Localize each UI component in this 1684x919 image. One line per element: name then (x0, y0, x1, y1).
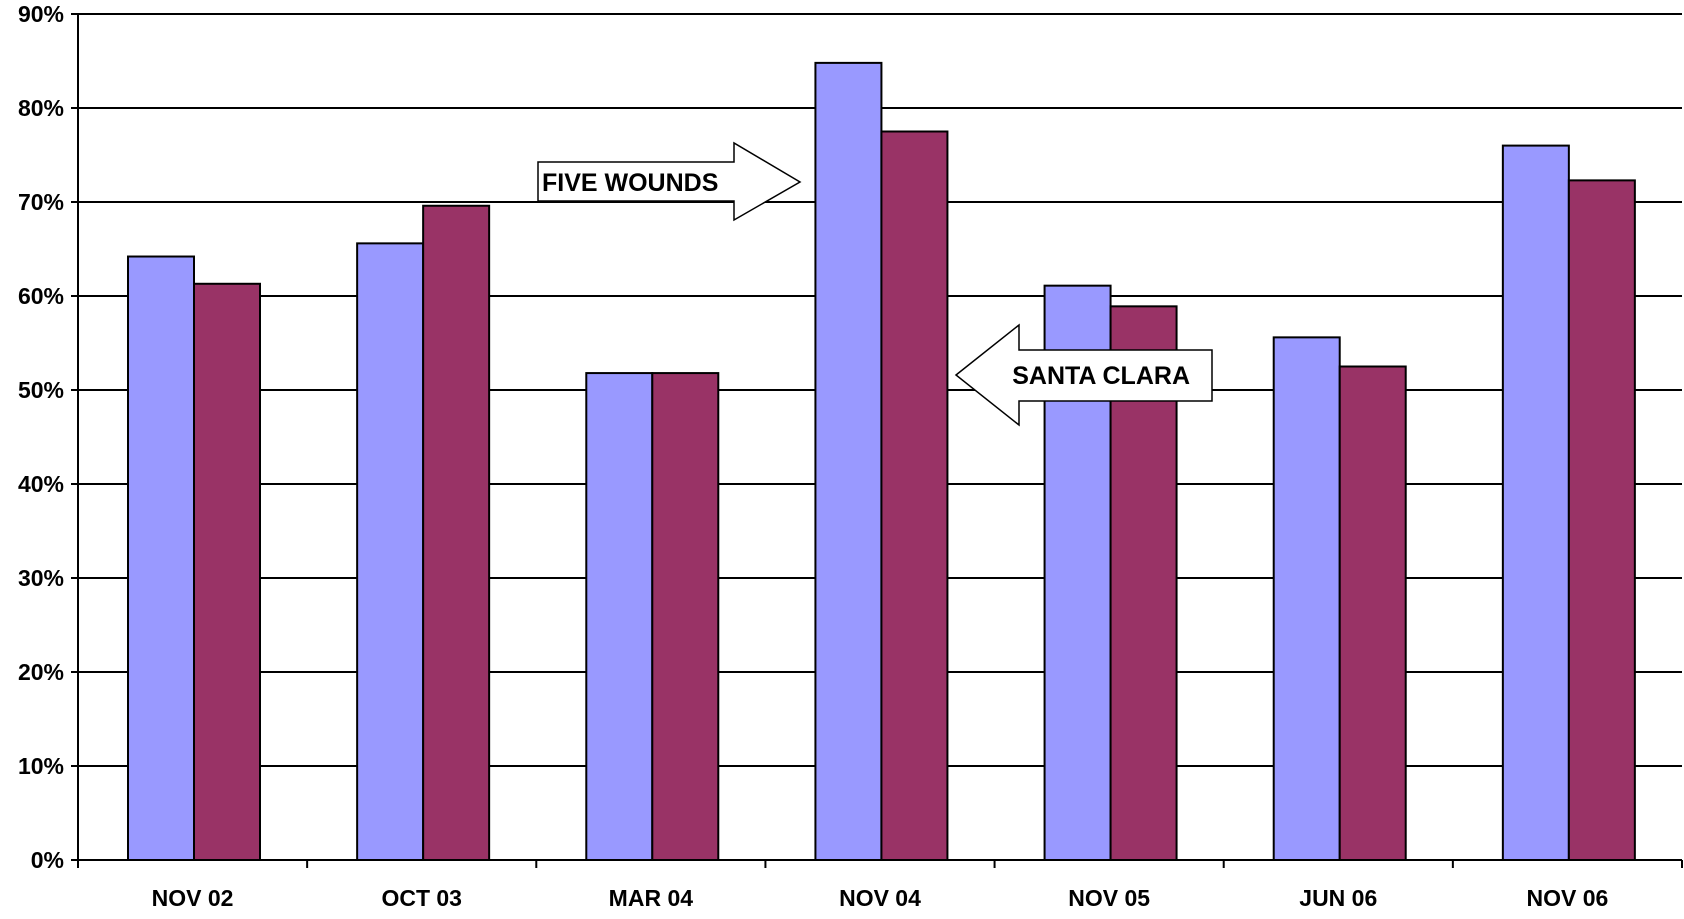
y-tick-label: 0% (31, 847, 64, 873)
x-tick-label: NOV 02 (152, 885, 234, 911)
y-tick-label: 80% (18, 95, 64, 121)
bar-series-1 (356, 242, 425, 862)
arrow-right-shape (537, 141, 802, 222)
y-tick-label: 40% (18, 471, 64, 497)
bar-series-2 (422, 204, 491, 861)
bar-series-2 (880, 130, 949, 861)
bars (127, 61, 1636, 862)
bar-series-1 (127, 255, 195, 861)
annotation-label: SANTA CLARA (1012, 362, 1190, 390)
x-tick-label: MAR 04 (609, 885, 694, 911)
bar-series-2 (193, 282, 261, 861)
bar-series-2 (1567, 179, 1636, 861)
bar-series-1 (1501, 144, 1570, 862)
y-tick-label: 90% (18, 1, 64, 27)
annotation-label: FIVE WOUNDS (542, 169, 718, 197)
x-tick-label: NOV 05 (1068, 885, 1150, 911)
bar-series-2 (1338, 365, 1407, 861)
x-tick-label: OCT 03 (381, 885, 462, 911)
annotations: FIVE WOUNDS SANTA CLARA (537, 141, 1213, 427)
arrow-left-shape (954, 323, 1213, 427)
y-tick-label: 10% (18, 753, 64, 779)
bar-series-1 (814, 61, 883, 861)
x-tick-label: JUN 06 (1299, 885, 1377, 911)
bar-series-1 (1272, 336, 1341, 861)
bar-series-1 (585, 372, 654, 861)
x-tick-label: NOV 06 (1527, 885, 1609, 911)
axes: 0% 10% 20% 30% 40% 50% 60% 70% 80% 90% NOV 02 OCT 0… (18, 1, 1683, 911)
y-tick-label: 70% (18, 189, 64, 215)
annotation-callout: SANTA CLARA (954, 323, 1213, 427)
y-tick-label: 30% (18, 565, 64, 591)
y-tick-label: 20% (18, 659, 64, 685)
bar-series-2 (651, 372, 720, 861)
annotation-callout: FIVE WOUNDS (537, 141, 802, 222)
x-tick-label: NOV 04 (839, 885, 921, 911)
y-tick-label: 50% (18, 377, 64, 403)
y-tick-label: 60% (18, 283, 64, 309)
